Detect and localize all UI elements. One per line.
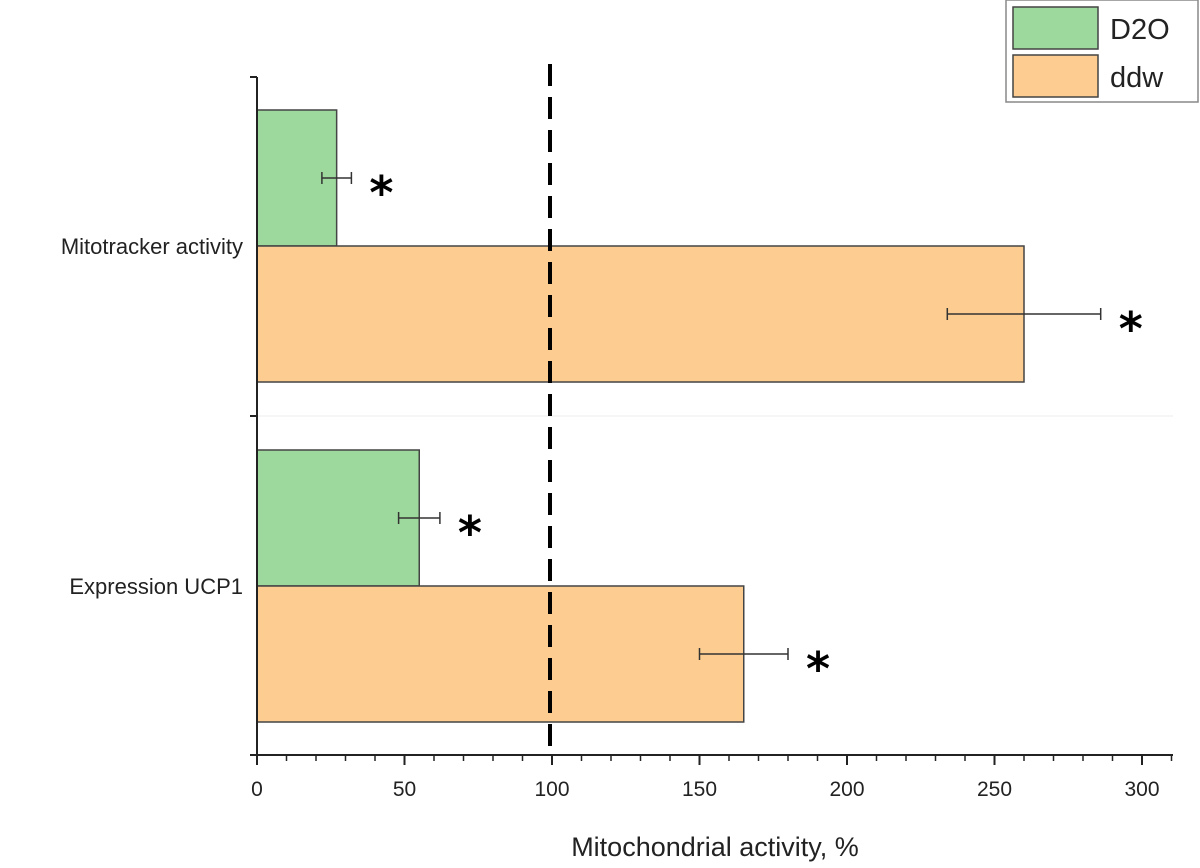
bar-d2o-2 xyxy=(256,449,420,587)
x-tick-label-300: 300 xyxy=(1124,778,1159,801)
legend-label-d2o: D2O xyxy=(1110,14,1170,46)
legend-swatch-ddw xyxy=(1012,54,1099,98)
legend-label-ddw: ddw xyxy=(1110,62,1164,94)
bars-layer xyxy=(256,109,1102,723)
bar-ddw-2 xyxy=(256,585,745,723)
x-tick-label-100: 100 xyxy=(534,778,569,801)
significance-mark-ddw-1: * xyxy=(1119,302,1143,356)
x-tick-label-200: 200 xyxy=(829,778,864,801)
significance-mark-ddw-2: * xyxy=(806,642,830,696)
category-label-2: Expression UCP1 xyxy=(69,574,243,599)
x-tick-label-250: 250 xyxy=(977,778,1012,801)
labels-layer: * * Mitotracker activity * * Expression UCP1 0… xyxy=(61,166,1160,801)
bar-ddw-1 xyxy=(256,245,1025,383)
significance-mark-d2o-2: * xyxy=(458,506,482,560)
x-tick-label-50: 50 xyxy=(393,778,416,801)
significance-mark-d2o-1: * xyxy=(369,166,393,220)
legend: D2O ddw xyxy=(1005,0,1199,103)
x-axis-title: Mitochondrial activity, % xyxy=(571,832,859,862)
category-label-1: Mitotracker activity xyxy=(61,234,243,259)
legend-swatch-d2o xyxy=(1012,6,1099,50)
x-tick-label-0: 0 xyxy=(251,778,263,801)
x-tick-label-150: 150 xyxy=(682,778,717,801)
axes-layer xyxy=(250,76,1173,765)
